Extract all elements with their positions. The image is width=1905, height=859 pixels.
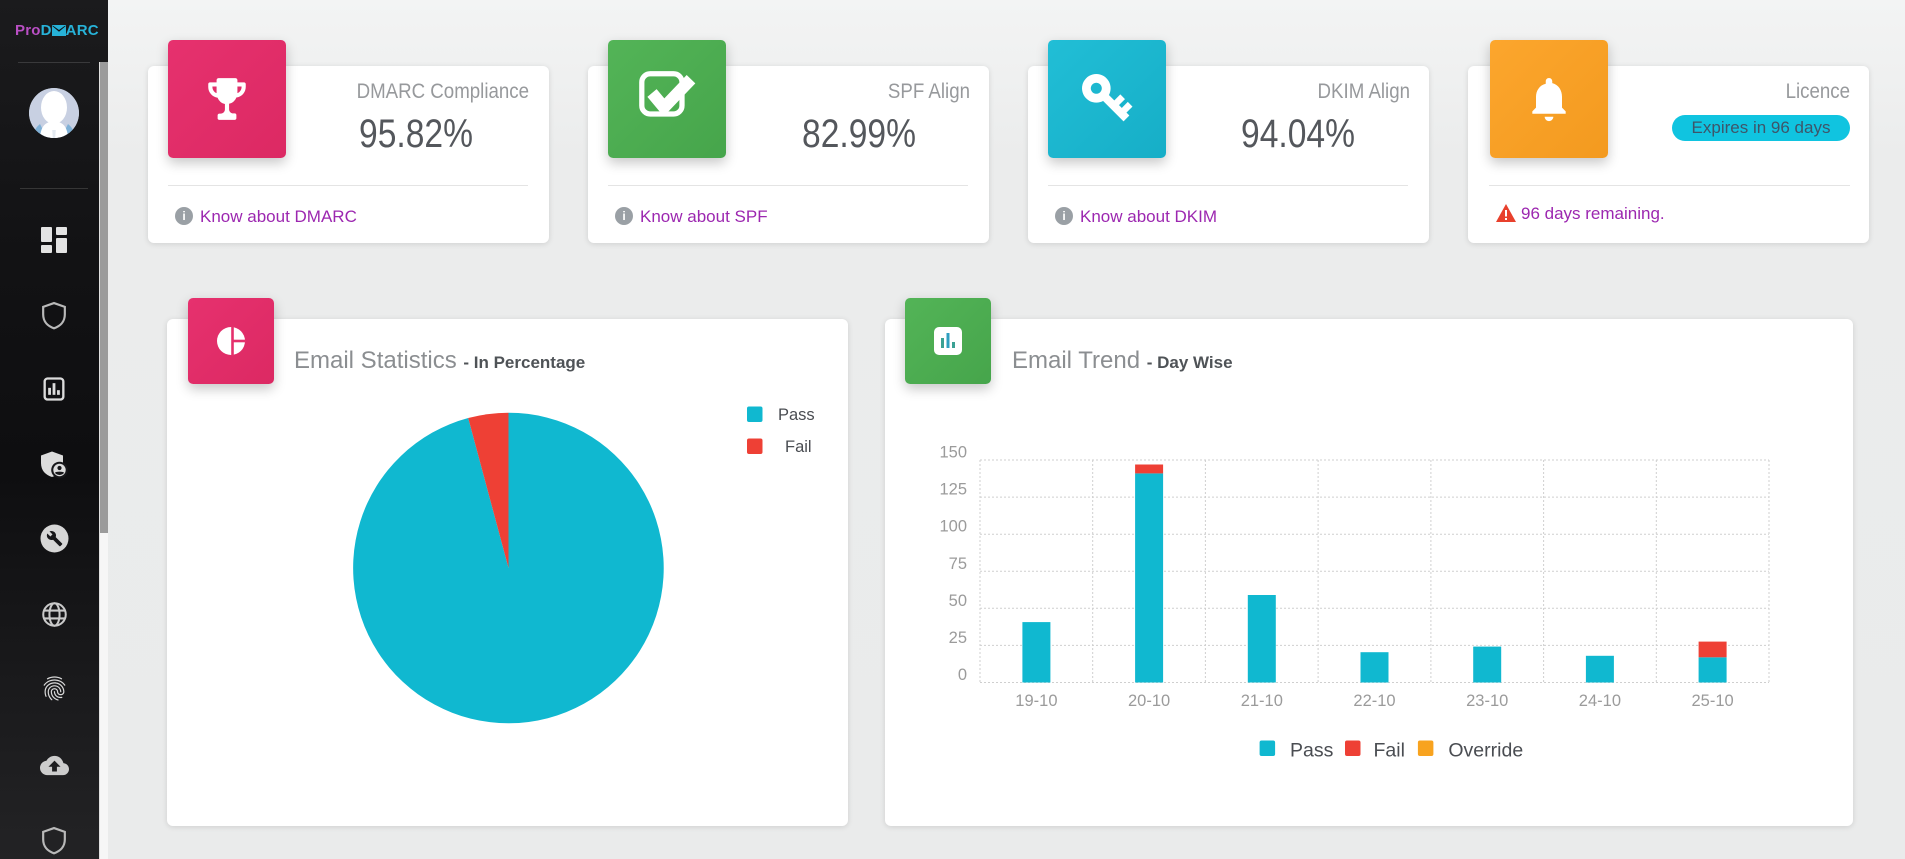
svg-text:19-10: 19-10 — [1015, 692, 1057, 710]
svg-text:22-10: 22-10 — [1353, 692, 1395, 710]
svg-text:Fail: Fail — [1374, 740, 1405, 762]
svg-text:21-10: 21-10 — [1241, 692, 1283, 710]
svg-text:0: 0 — [958, 666, 967, 684]
svg-text:125: 125 — [939, 481, 967, 499]
svg-text:20-10: 20-10 — [1128, 692, 1170, 710]
svg-text:150: 150 — [939, 444, 967, 462]
svg-text:Fail: Fail — [785, 438, 812, 456]
svg-text:50: 50 — [949, 592, 967, 610]
svg-text:25-10: 25-10 — [1691, 692, 1733, 710]
svg-text:Pass: Pass — [778, 406, 815, 424]
svg-text:24-10: 24-10 — [1579, 692, 1621, 710]
svg-text:75: 75 — [949, 555, 967, 573]
svg-text:Pass: Pass — [1290, 740, 1334, 762]
svg-text:100: 100 — [939, 518, 967, 536]
svg-text:23-10: 23-10 — [1466, 692, 1508, 710]
svg-text:25: 25 — [949, 629, 967, 647]
svg-text:Override: Override — [1448, 740, 1523, 762]
